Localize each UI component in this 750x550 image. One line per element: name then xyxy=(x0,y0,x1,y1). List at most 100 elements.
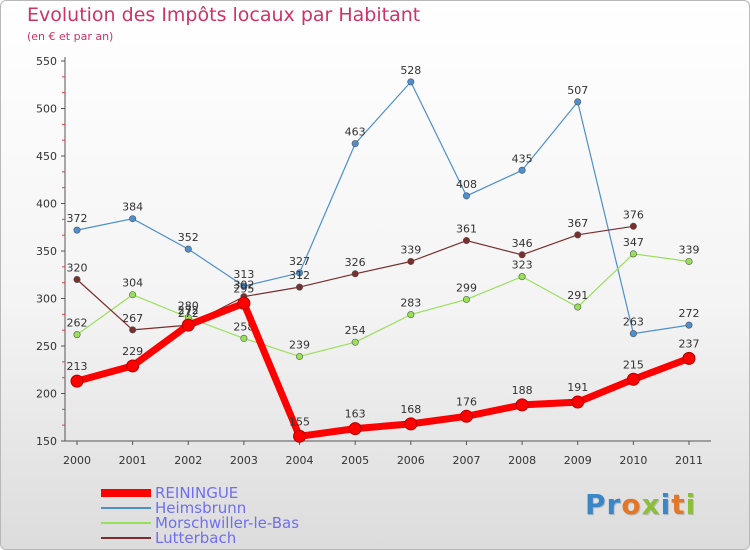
data-point xyxy=(240,334,248,342)
data-label: 372 xyxy=(67,212,88,225)
data-point xyxy=(73,226,81,234)
data-label: 327 xyxy=(289,255,310,268)
data-point xyxy=(518,251,526,259)
data-label: 323 xyxy=(512,259,533,272)
series-line-lutterbach xyxy=(76,225,634,331)
data-point xyxy=(518,166,526,174)
data-label: 313 xyxy=(233,268,254,281)
data-point xyxy=(407,257,415,265)
legend-item: Heimsbrunn xyxy=(101,499,299,517)
data-label: 272 xyxy=(679,307,700,320)
data-point xyxy=(240,282,248,290)
legend-swatch xyxy=(101,536,151,539)
data-label: 376 xyxy=(623,208,644,221)
y-tick-label: 150 xyxy=(36,435,57,448)
data-point xyxy=(462,237,470,245)
data-label: 237 xyxy=(679,337,700,350)
data-point xyxy=(73,331,81,339)
data-point xyxy=(462,192,470,200)
data-label: 463 xyxy=(345,126,366,139)
data-label: 191 xyxy=(567,381,588,394)
data-label: 347 xyxy=(623,236,644,249)
data-point xyxy=(351,140,359,148)
chart-subtitle: (en € et par an) xyxy=(27,30,114,43)
x-tick-label: 2011 xyxy=(675,454,703,467)
legend-label: REININGUE xyxy=(155,483,239,502)
data-label: 272 xyxy=(178,307,199,320)
data-label: 267 xyxy=(122,312,143,325)
data-point xyxy=(685,257,693,265)
y-tick-label: 500 xyxy=(36,103,57,116)
data-point xyxy=(685,321,693,329)
data-label: 361 xyxy=(456,223,477,236)
data-label: 168 xyxy=(400,403,421,416)
y-tick-label: 300 xyxy=(36,293,57,306)
data-point xyxy=(296,352,304,360)
data-point xyxy=(462,295,470,303)
data-label: 320 xyxy=(67,262,88,275)
data-label: 528 xyxy=(400,64,421,77)
data-point xyxy=(296,283,304,291)
data-label: 384 xyxy=(122,201,143,214)
data-label: 239 xyxy=(289,338,310,351)
data-label: 213 xyxy=(67,360,88,373)
data-point xyxy=(574,303,582,311)
data-label: 339 xyxy=(400,243,421,256)
data-label: 435 xyxy=(512,152,533,165)
data-label: 229 xyxy=(122,345,143,358)
series-line-heimsbrunn xyxy=(76,81,690,335)
data-point xyxy=(129,326,137,334)
data-point xyxy=(129,291,137,299)
x-tick-label: 2007 xyxy=(452,454,480,467)
data-label: 507 xyxy=(567,84,588,97)
y-tick-label: 200 xyxy=(36,388,57,401)
legend-item: Lutterbach xyxy=(101,528,299,547)
data-point xyxy=(351,270,359,278)
data-point xyxy=(184,245,192,253)
y-tick-label: 550 xyxy=(36,55,57,68)
series-line-morschwiller-le-bas xyxy=(76,253,690,357)
y-tick-label: 350 xyxy=(36,245,57,258)
data-point xyxy=(407,311,415,319)
data-label: 163 xyxy=(345,408,366,421)
x-tick-label: 2002 xyxy=(174,454,202,467)
data-point xyxy=(237,296,251,310)
x-tick-label: 2009 xyxy=(564,454,592,467)
x-tick-label: 2010 xyxy=(619,454,647,467)
chart-title: Evolution des Impôts locaux par Habitant xyxy=(27,4,421,26)
x-tick-label: 2001 xyxy=(119,454,147,467)
data-label: 346 xyxy=(512,237,533,250)
legend-swatch xyxy=(101,488,151,497)
data-label: 283 xyxy=(400,297,421,310)
data-label: 367 xyxy=(567,217,588,230)
data-point xyxy=(348,422,362,436)
data-label: 176 xyxy=(456,395,477,408)
legend-item: Morschwiller-le-Bas xyxy=(101,513,300,532)
data-label: 188 xyxy=(512,384,533,397)
data-label: 291 xyxy=(567,289,588,302)
data-label: 280 xyxy=(178,300,199,313)
x-tick-label: 2005 xyxy=(341,454,369,467)
legend-item: REININGUE xyxy=(101,483,299,502)
y-tick-label: 400 xyxy=(36,198,57,211)
x-tick-label: 2003 xyxy=(230,454,258,467)
data-point xyxy=(518,273,526,281)
legend-label: Morschwiller-le-Bas xyxy=(155,513,300,532)
data-point xyxy=(293,429,307,443)
data-point xyxy=(626,372,640,386)
data-point xyxy=(574,98,582,106)
data-label: 299 xyxy=(456,281,477,294)
data-point xyxy=(682,351,696,365)
legend-swatch xyxy=(101,521,151,524)
data-label: 352 xyxy=(178,231,199,244)
y-tick-label: 450 xyxy=(36,150,57,163)
data-label: 155 xyxy=(289,415,310,428)
y-tick-label: 250 xyxy=(36,340,57,353)
legend-label: Lutterbach xyxy=(155,528,237,547)
proxiti-logo: Proxiti xyxy=(585,488,697,521)
data-label: 295 xyxy=(233,282,254,295)
data-point xyxy=(629,330,637,338)
data-point xyxy=(571,395,585,409)
data-point xyxy=(515,398,529,412)
